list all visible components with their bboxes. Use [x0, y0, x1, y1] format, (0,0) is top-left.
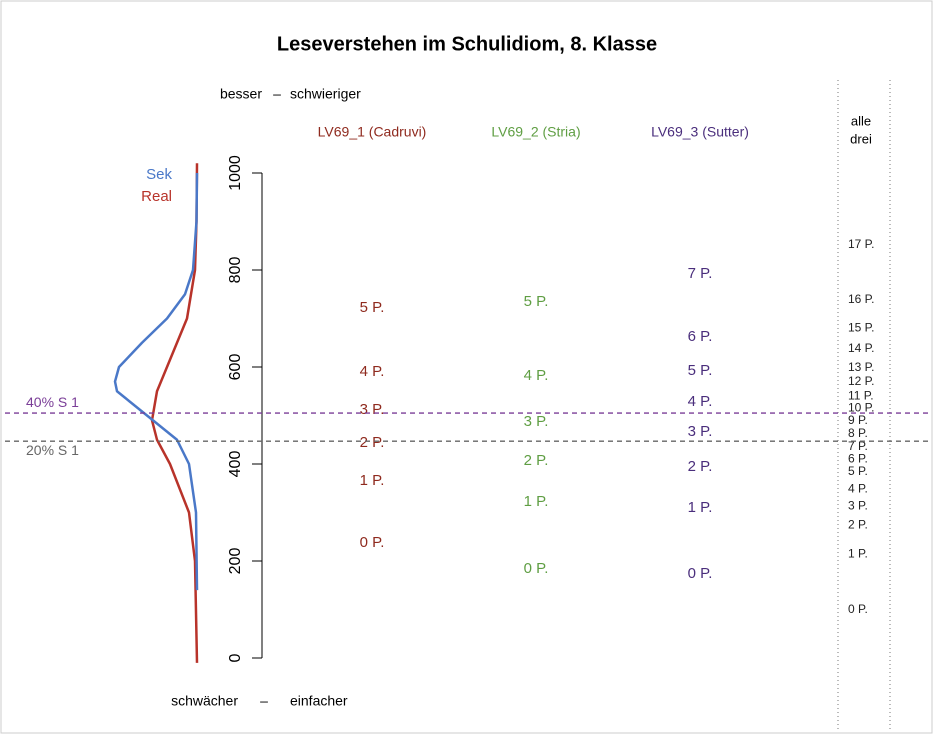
combined-header: alle: [851, 113, 871, 128]
score-label: 1 P.: [360, 472, 385, 489]
cutoff-label: 40% S 1: [26, 394, 79, 410]
combined-header: drei: [850, 131, 872, 146]
series-header: LV69_1 (Cadruvi): [318, 124, 427, 140]
score-label: 6 P.: [848, 451, 868, 465]
score-label: 7 P.: [848, 439, 868, 453]
score-label: 2 P.: [360, 434, 385, 451]
score-label: 1 P.: [848, 546, 868, 560]
top-label: schwieriger: [290, 86, 361, 102]
score-label: 14 P.: [848, 341, 874, 355]
score-label: 5 P.: [360, 299, 385, 316]
y-tick-label: 200: [227, 548, 244, 575]
bottom-label: schwächer: [171, 693, 238, 709]
score-label: 3 P.: [848, 498, 868, 512]
score-label: 8 P.: [848, 426, 868, 440]
score-label: 13 P.: [848, 360, 874, 374]
density-curve: [113, 172, 199, 591]
score-label: 4 P.: [848, 481, 868, 495]
score-label: 0 P.: [360, 534, 385, 551]
score-label: 2 P.: [688, 458, 713, 475]
score-label: 2 P.: [848, 517, 868, 531]
score-label: 10 P.: [848, 400, 874, 414]
score-label: 17 P.: [848, 237, 874, 251]
score-label: 0 P.: [524, 560, 549, 577]
score-label: 11 P.: [848, 388, 874, 402]
score-label: 12 P.: [848, 374, 874, 388]
score-label: 9 P.: [848, 413, 868, 427]
score-label: 6 P.: [688, 328, 713, 345]
score-label: 3 P.: [360, 401, 385, 418]
density-curve: [150, 163, 199, 663]
bottom-label: einfacher: [290, 693, 348, 709]
series-header: LV69_2 (Stria): [491, 124, 580, 140]
series-header: LV69_3 (Sutter): [651, 124, 749, 140]
y-tick-label: 1000: [227, 155, 244, 191]
score-label: 4 P.: [688, 393, 713, 410]
y-tick-label: 0: [227, 653, 244, 662]
score-label: 5 P.: [688, 362, 713, 379]
chart-title: Leseverstehen im Schulidiom, 8. Klasse: [277, 33, 657, 55]
score-label: 1 P.: [688, 499, 713, 516]
score-label: 0 P.: [688, 565, 713, 582]
y-tick-label: 400: [227, 451, 244, 478]
y-tick-label: 600: [227, 354, 244, 381]
score-label: 16 P.: [848, 292, 874, 306]
y-tick-label: 800: [227, 257, 244, 284]
score-label: 2 P.: [524, 452, 549, 469]
score-label: 5 P.: [524, 293, 549, 310]
score-label: 1 P.: [524, 493, 549, 510]
bottom-label: –: [260, 693, 268, 709]
score-label: 3 P.: [688, 423, 713, 440]
score-label: 5 P.: [848, 464, 868, 478]
score-label: 4 P.: [524, 367, 549, 384]
legend-entry: Real: [141, 188, 172, 205]
legend-entry: Sek: [146, 166, 172, 183]
score-label: 3 P.: [524, 413, 549, 430]
cutoff-label: 20% S 1: [26, 442, 79, 458]
score-label: 0 P.: [848, 602, 868, 616]
top-label: besser: [220, 86, 262, 102]
score-label: 15 P.: [848, 320, 874, 334]
score-label: 4 P.: [360, 363, 385, 380]
top-label: –: [273, 86, 281, 102]
score-label: 7 P.: [688, 265, 713, 282]
